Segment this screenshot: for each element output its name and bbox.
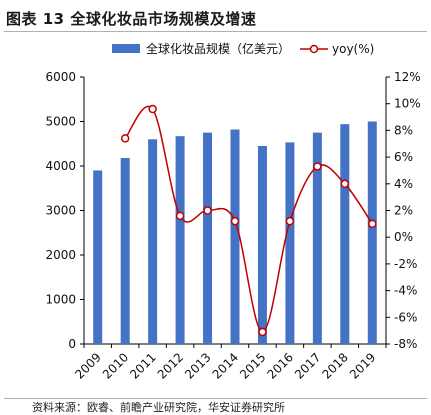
yoy-point [230, 216, 240, 226]
right-tick-label: -6% [394, 310, 417, 324]
bar [340, 124, 350, 344]
x-tick-label: 2015 [237, 350, 268, 381]
bar [285, 142, 295, 344]
right-tick-label: 10% [394, 97, 421, 111]
x-tick-label: 2011 [127, 350, 158, 381]
source-note: 资料来源：欧睿、前瞻产业研究院，华安证券研究所 [32, 401, 285, 414]
legend-bar-swatch [112, 44, 140, 53]
yoy-point [313, 162, 322, 171]
right-tick-label: -8% [394, 337, 417, 351]
legend-line-label: yoy(%) [332, 42, 374, 56]
title-divider [4, 31, 427, 32]
right-tick-label: 12% [394, 70, 421, 84]
bar [175, 136, 185, 344]
x-tick-label: 2009 [72, 350, 103, 381]
yoy-point [148, 104, 157, 114]
bar [203, 132, 213, 344]
x-tick-label: 2017 [292, 350, 323, 381]
bar [312, 132, 322, 344]
left-tick-label: 0 [68, 337, 76, 351]
left-tick-label: 4000 [45, 159, 76, 173]
right-tick-label: 6% [394, 150, 413, 164]
left-tick-label: 1000 [45, 293, 76, 307]
bar [367, 121, 377, 344]
yoy-point [120, 134, 130, 143]
bar [230, 129, 240, 344]
bar [120, 157, 130, 344]
figure-title: 图表 13 全球化妆品市场规模及增速 [6, 10, 257, 28]
right-tick-label: 0% [394, 230, 413, 244]
legend-bar-label: 全球化妆品规模（亿美元） [146, 41, 290, 56]
x-tick-label: 2016 [265, 350, 296, 381]
bar [93, 170, 103, 344]
right-tick-label: 8% [394, 123, 413, 137]
yoy-point [175, 211, 185, 221]
source-divider [4, 398, 427, 399]
right-tick-label: 4% [394, 177, 413, 191]
yoy-point [258, 327, 267, 337]
right-tick-label: -2% [394, 257, 417, 271]
x-tick-label: 2010 [100, 350, 131, 381]
bar [257, 145, 267, 344]
yoy-line [124, 105, 373, 333]
yoy-point [285, 216, 295, 226]
x-tick-label: 2019 [347, 350, 378, 381]
x-tick-label: 2013 [182, 350, 213, 381]
left-tick-label: 3000 [45, 204, 76, 218]
yoy-point [368, 219, 377, 229]
left-tick-label: 6000 [45, 70, 76, 84]
right-tick-label: -4% [394, 284, 417, 298]
x-tick-label: 2012 [155, 350, 186, 381]
left-tick-label: 5000 [45, 115, 76, 129]
right-tick-label: 2% [394, 204, 413, 218]
legend-line-marker [309, 44, 319, 54]
x-tick-label: 2014 [210, 350, 241, 381]
bar [148, 139, 158, 344]
x-tick-label: 2018 [319, 350, 350, 381]
yoy-point [203, 206, 212, 215]
left-tick-label: 2000 [45, 248, 76, 262]
yoy-point [340, 179, 350, 189]
